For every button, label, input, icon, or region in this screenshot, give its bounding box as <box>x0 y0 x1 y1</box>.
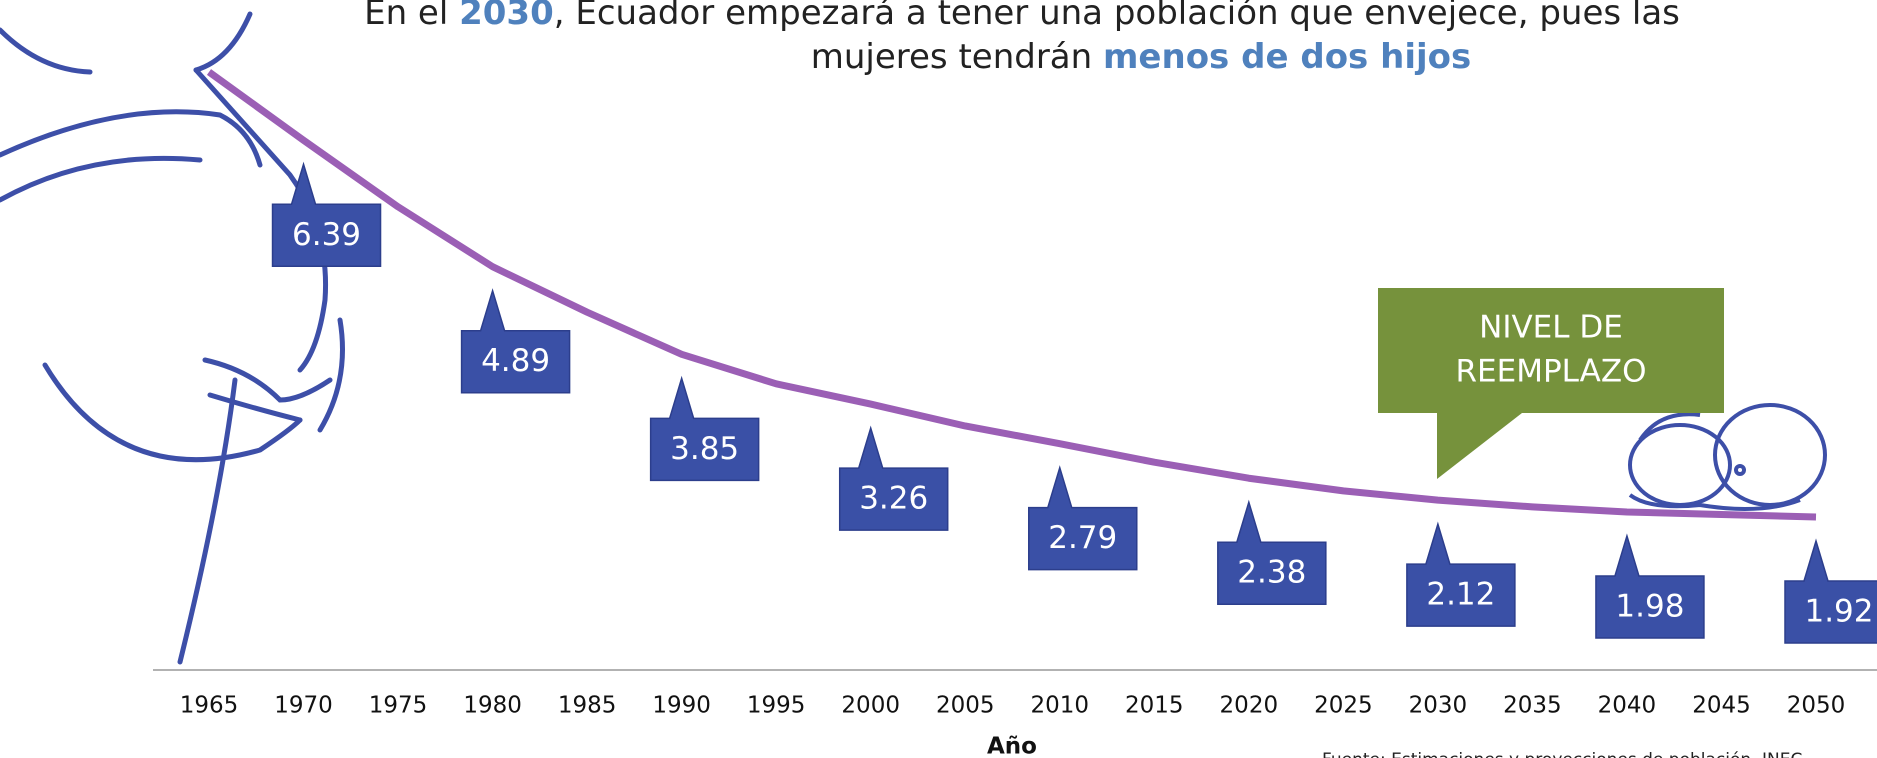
title-emphasis: 2030 <box>459 0 554 33</box>
callout: 2.38 <box>1218 502 1326 604</box>
data-label: 4.89 <box>481 343 550 379</box>
x-tick-label: 2000 <box>841 693 900 719</box>
title-text: mujeres tendrán <box>811 37 1103 77</box>
data-label: 2.79 <box>1048 520 1117 556</box>
title-line: En el 2030, Ecuador empezará a tener una… <box>364 0 1680 33</box>
data-label: 3.26 <box>859 481 928 517</box>
x-axis-label: Año <box>987 734 1037 758</box>
title-text: , Ecuador empezará a tener una población… <box>554 0 1680 33</box>
data-label: 6.39 <box>292 217 361 253</box>
x-tick-label: 1995 <box>747 693 806 719</box>
callout: 3.26 <box>840 428 948 530</box>
x-tick-label: 1990 <box>652 693 711 719</box>
x-tick-label: 2050 <box>1787 693 1846 719</box>
title-emphasis: menos de dos hijos <box>1103 37 1471 77</box>
data-label: 1.92 <box>1804 594 1873 630</box>
x-tick-label: 2040 <box>1598 693 1657 719</box>
data-label: 2.12 <box>1426 577 1495 613</box>
x-tick-label: 2015 <box>1125 693 1184 719</box>
data-label: 2.38 <box>1237 555 1306 591</box>
data-label: 1.98 <box>1615 588 1684 624</box>
title: En el 2030, Ecuador empezará a tener una… <box>364 0 1680 77</box>
chart: En el 2030, Ecuador empezará a tener una… <box>0 0 1877 758</box>
annotation-text: REEMPLAZO <box>1456 354 1647 390</box>
x-tick-label: 1965 <box>180 693 239 719</box>
title-text: En el <box>364 0 459 33</box>
data-label: 3.85 <box>670 431 739 467</box>
callout: 2.79 <box>1029 468 1137 570</box>
x-tick-label: 2010 <box>1030 693 1089 719</box>
x-tick-label: 2035 <box>1503 693 1562 719</box>
x-tick-label: 1970 <box>274 693 333 719</box>
x-tick-label: 2020 <box>1220 693 1279 719</box>
x-tick-label: 1975 <box>369 693 428 719</box>
annotation: NIVEL DE REEMPLAZO <box>1378 288 1724 479</box>
x-tick-label: 2025 <box>1314 693 1373 719</box>
x-tick-label: 2030 <box>1409 693 1468 719</box>
baby-illustration <box>1630 405 1825 509</box>
annotation-text: NIVEL DE <box>1479 310 1623 346</box>
x-tick-label: 1980 <box>463 693 522 719</box>
callout: 3.85 <box>651 378 759 480</box>
mother-illustration <box>0 14 343 662</box>
callout: 2.12 <box>1407 524 1515 626</box>
source: Fuente: Estimaciones y proyecciones de p… <box>1322 750 1802 758</box>
callout: 4.89 <box>462 291 570 393</box>
x-tick-label: 2005 <box>936 693 995 719</box>
title-line: mujeres tendrán menos de dos hijos <box>811 37 1472 77</box>
x-tick-label: 2045 <box>1692 693 1751 719</box>
x-tick-label: 1985 <box>558 693 617 719</box>
callout: 1.98 <box>1596 536 1704 638</box>
callout: 1.92 <box>1785 541 1877 643</box>
